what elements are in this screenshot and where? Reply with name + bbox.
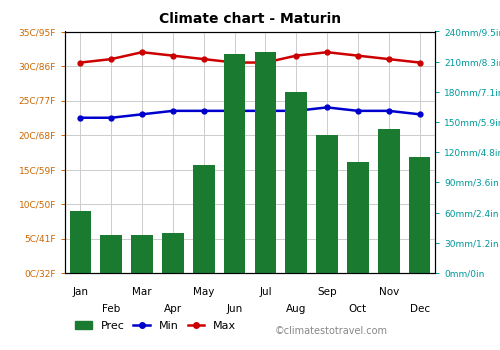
Text: Mar: Mar	[132, 287, 152, 298]
Legend: Prec, Min, Max: Prec, Min, Max	[70, 316, 241, 335]
Text: Jul: Jul	[259, 287, 272, 298]
Bar	[193, 165, 214, 273]
Bar	[224, 54, 246, 273]
Text: Jun: Jun	[226, 304, 242, 314]
Bar	[316, 135, 338, 273]
Bar	[409, 157, 430, 273]
Bar	[347, 162, 368, 273]
Bar	[378, 129, 400, 273]
Bar	[70, 211, 91, 273]
Bar	[162, 233, 184, 273]
Bar	[254, 51, 276, 273]
Text: Apr: Apr	[164, 304, 182, 314]
Bar	[132, 235, 153, 273]
Text: May: May	[193, 287, 214, 298]
Text: Nov: Nov	[378, 287, 399, 298]
Bar	[100, 235, 122, 273]
Text: Feb: Feb	[102, 304, 120, 314]
Text: Dec: Dec	[410, 304, 430, 314]
Bar	[286, 92, 307, 273]
Text: Aug: Aug	[286, 304, 306, 314]
Text: Sep: Sep	[318, 287, 337, 298]
Text: Jan: Jan	[72, 287, 88, 298]
Text: Oct: Oct	[349, 304, 367, 314]
Title: Climate chart - Maturin: Climate chart - Maturin	[159, 12, 341, 26]
Text: ©climatestotravel.com: ©climatestotravel.com	[275, 326, 388, 336]
